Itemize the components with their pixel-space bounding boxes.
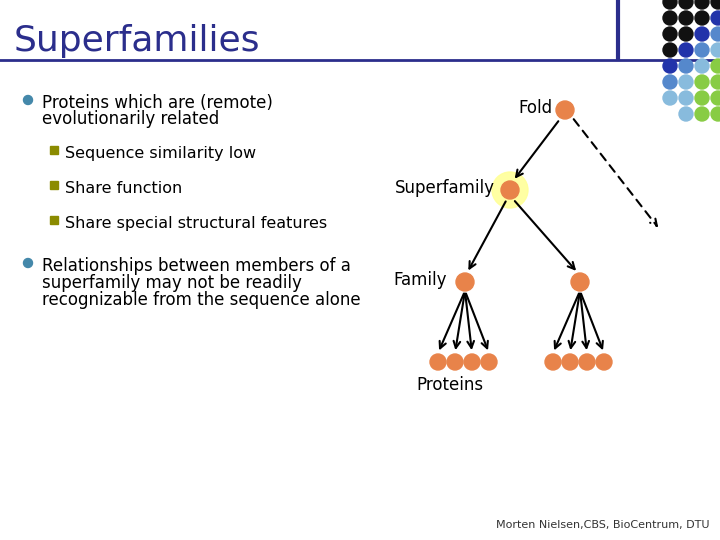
- Circle shape: [695, 0, 709, 9]
- Circle shape: [679, 107, 693, 121]
- Circle shape: [711, 75, 720, 89]
- Text: Proteins which are (remote): Proteins which are (remote): [42, 94, 273, 112]
- Circle shape: [663, 43, 677, 57]
- Text: Family: Family: [394, 271, 447, 289]
- Circle shape: [679, 11, 693, 25]
- Text: Superfamily: Superfamily: [395, 179, 495, 197]
- Circle shape: [492, 172, 528, 208]
- Circle shape: [711, 43, 720, 57]
- Text: evolutionarily related: evolutionarily related: [42, 110, 220, 128]
- Circle shape: [679, 91, 693, 105]
- Circle shape: [695, 107, 709, 121]
- Circle shape: [695, 91, 709, 105]
- Circle shape: [24, 259, 32, 267]
- Circle shape: [695, 27, 709, 41]
- Circle shape: [663, 11, 677, 25]
- Circle shape: [663, 27, 677, 41]
- Circle shape: [663, 59, 677, 73]
- Text: Superfamilies: Superfamilies: [14, 24, 261, 58]
- Circle shape: [456, 273, 474, 291]
- Bar: [50, 146, 58, 154]
- Circle shape: [711, 91, 720, 105]
- Circle shape: [501, 181, 519, 199]
- Circle shape: [711, 27, 720, 41]
- Text: Fold: Fold: [519, 99, 553, 117]
- Circle shape: [695, 59, 709, 73]
- Circle shape: [481, 354, 497, 370]
- Circle shape: [663, 75, 677, 89]
- Circle shape: [695, 11, 709, 25]
- Text: Sequence similarity low: Sequence similarity low: [65, 146, 256, 161]
- Circle shape: [663, 91, 677, 105]
- Bar: [50, 216, 58, 224]
- Circle shape: [562, 354, 578, 370]
- Text: Share function: Share function: [65, 181, 182, 196]
- Circle shape: [556, 101, 574, 119]
- Text: Share special structural features: Share special structural features: [65, 216, 327, 231]
- Text: Proteins: Proteins: [416, 376, 484, 394]
- Circle shape: [711, 59, 720, 73]
- Circle shape: [679, 43, 693, 57]
- Circle shape: [430, 354, 446, 370]
- Circle shape: [695, 43, 709, 57]
- Circle shape: [24, 96, 32, 105]
- Circle shape: [447, 354, 463, 370]
- Text: Morten Nielsen,CBS, BioCentrum, DTU: Morten Nielsen,CBS, BioCentrum, DTU: [497, 520, 710, 530]
- Circle shape: [579, 354, 595, 370]
- Circle shape: [571, 273, 589, 291]
- Text: Relationships between members of a: Relationships between members of a: [42, 257, 351, 275]
- Circle shape: [679, 27, 693, 41]
- Text: superfamily may not be readily: superfamily may not be readily: [42, 274, 302, 292]
- Circle shape: [711, 107, 720, 121]
- Bar: [50, 181, 58, 189]
- Circle shape: [545, 354, 561, 370]
- Circle shape: [596, 354, 612, 370]
- Circle shape: [663, 0, 677, 9]
- Circle shape: [695, 75, 709, 89]
- Circle shape: [679, 59, 693, 73]
- Text: recognizable from the sequence alone: recognizable from the sequence alone: [42, 291, 361, 309]
- Circle shape: [679, 0, 693, 9]
- Circle shape: [679, 75, 693, 89]
- Circle shape: [464, 354, 480, 370]
- Circle shape: [711, 0, 720, 9]
- Circle shape: [711, 11, 720, 25]
